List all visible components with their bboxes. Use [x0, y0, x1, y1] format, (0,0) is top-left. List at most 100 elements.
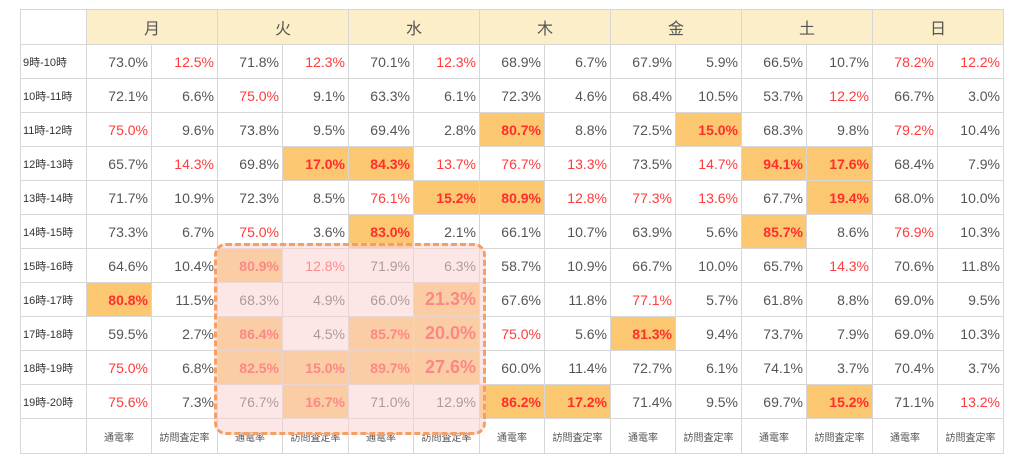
- connection-rate-cell: 70.6%: [872, 248, 938, 283]
- table-row: 12時-13時 65.7% 14.3% 69.8% 17.0% 84.3% 13.7% 76.…: [20, 146, 1004, 181]
- connection-rate-cell: 67.9%: [610, 44, 676, 79]
- connection-rate-cell: 69.7%: [741, 384, 807, 419]
- connection-rate-cell: 86.4%: [217, 316, 283, 351]
- visit-appraisal-rate-cell: 10.4%: [151, 248, 218, 283]
- visit-appraisal-rate-cell: 5.9%: [675, 44, 742, 79]
- visit-appraisal-rate-cell: 9.5%: [282, 112, 349, 147]
- visit-appraisal-rate-cell: 15.2%: [806, 384, 873, 419]
- table-row: 11時-12時 75.0% 9.6% 73.8% 9.5% 69.4% 2.8% 80.7% 8…: [20, 112, 1004, 147]
- visit-appraisal-rate-cell: 4.5%: [282, 316, 349, 351]
- visit-appraisal-rate-cell: 9.5%: [937, 282, 1004, 317]
- visit-appraisal-rate-cell: 10.9%: [151, 180, 218, 215]
- visit-appraisal-rate-cell: 12.2%: [937, 44, 1004, 79]
- connection-rate-cell: 75.0%: [86, 350, 152, 385]
- connection-rate-cell: 84.3%: [348, 146, 414, 181]
- visit-appraisal-rate-cell: 12.3%: [413, 44, 480, 79]
- table-row: 15時-16時 64.6% 10.4% 80.9% 12.8% 71.9% 6.3% 58.7…: [20, 248, 1004, 283]
- connection-rate-cell: 82.5%: [217, 350, 283, 385]
- visit-appraisal-rate-cell: 6.1%: [675, 350, 742, 385]
- visit-appraisal-rate-label: 訪問査定率: [282, 418, 349, 454]
- visit-appraisal-rate-cell: 9.8%: [806, 112, 873, 147]
- connection-rate-cell: 68.9%: [479, 44, 545, 79]
- visit-appraisal-rate-label: 訪問査定率: [675, 418, 742, 454]
- visit-appraisal-rate-cell: 15.0%: [282, 350, 349, 385]
- connection-rate-cell: 86.2%: [479, 384, 545, 419]
- connection-rate-cell: 72.1%: [86, 78, 152, 113]
- day-header: 火: [217, 9, 349, 45]
- connection-rate-cell: 80.9%: [217, 248, 283, 283]
- visit-appraisal-rate-cell: 13.7%: [413, 146, 480, 181]
- table-row: 14時-15時 73.3% 6.7% 75.0% 3.6% 83.0% 2.1% 66.1% 1…: [20, 214, 1004, 249]
- connection-rate-cell: 70.4%: [872, 350, 938, 385]
- table-row: 10時-11時 72.1% 6.6% 75.0% 9.1% 63.3% 6.1% 72.3% 4…: [20, 78, 1004, 113]
- table-row: 17時-18時 59.5% 2.7% 86.4% 4.5% 85.7% 20.0% 75.0%…: [20, 316, 1004, 351]
- visit-appraisal-rate-cell: 10.3%: [937, 316, 1004, 351]
- connection-rate-cell: 71.0%: [348, 384, 414, 419]
- visit-appraisal-rate-cell: 9.4%: [675, 316, 742, 351]
- time-slot-label: 10時-11時: [20, 78, 87, 113]
- corner-cell: [20, 418, 87, 454]
- visit-appraisal-rate-cell: 6.8%: [151, 350, 218, 385]
- visit-appraisal-rate-label: 訪問査定率: [806, 418, 873, 454]
- connection-rate-cell: 71.8%: [217, 44, 283, 79]
- day-header: 金: [610, 9, 742, 45]
- day-header: 月: [86, 9, 218, 45]
- time-slot-label: 17時-18時: [20, 316, 87, 351]
- connection-rate-label: 通電率: [217, 418, 283, 454]
- connection-rate-cell: 85.7%: [741, 214, 807, 249]
- visit-appraisal-rate-label: 訪問査定率: [151, 418, 218, 454]
- visit-appraisal-rate-cell: 11.8%: [937, 248, 1004, 283]
- connection-rate-cell: 72.7%: [610, 350, 676, 385]
- connection-rate-cell: 65.7%: [741, 248, 807, 283]
- table-row: 13時-14時 71.7% 10.9% 72.3% 8.5% 76.1% 15.2% 80.9…: [20, 180, 1004, 215]
- visit-appraisal-rate-cell: 13.2%: [937, 384, 1004, 419]
- time-slot-label: 16時-17時: [20, 282, 87, 317]
- visit-appraisal-rate-cell: 21.3%: [413, 282, 480, 317]
- visit-appraisal-rate-cell: 12.8%: [282, 248, 349, 283]
- visit-appraisal-rate-cell: 12.3%: [282, 44, 349, 79]
- visit-appraisal-rate-cell: 10.3%: [937, 214, 1004, 249]
- visit-appraisal-rate-cell: 9.6%: [151, 112, 218, 147]
- visit-appraisal-rate-cell: 4.6%: [544, 78, 611, 113]
- connection-rate-cell: 80.7%: [479, 112, 545, 147]
- visit-appraisal-rate-cell: 6.1%: [413, 78, 480, 113]
- day-header: 日: [872, 9, 1004, 45]
- connection-rate-cell: 71.1%: [872, 384, 938, 419]
- visit-appraisal-rate-cell: 10.7%: [806, 44, 873, 79]
- connection-rate-cell: 61.8%: [741, 282, 807, 317]
- time-slot-label: 9時-10時: [20, 44, 87, 79]
- time-slot-label: 18時-19時: [20, 350, 87, 385]
- rate-table: 月火水木金土日 9時-10時 73.0% 12.5% 71.8% 12.3% 70.1% 1…: [20, 9, 1004, 454]
- connection-rate-cell: 68.4%: [872, 146, 938, 181]
- connection-rate-cell: 64.6%: [86, 248, 152, 283]
- connection-rate-cell: 71.4%: [610, 384, 676, 419]
- visit-appraisal-rate-cell: 14.7%: [675, 146, 742, 181]
- connection-rate-cell: 73.0%: [86, 44, 152, 79]
- connection-rate-label: 通電率: [610, 418, 676, 454]
- visit-appraisal-rate-cell: 10.5%: [675, 78, 742, 113]
- time-slot-label: 19時-20時: [20, 384, 87, 419]
- table-row: 19時-20時 75.6% 7.3% 76.7% 16.7% 71.0% 12.9% 86.2…: [20, 384, 1004, 419]
- connection-rate-label: 通電率: [872, 418, 938, 454]
- connection-rate-cell: 75.0%: [86, 112, 152, 147]
- connection-rate-cell: 81.3%: [610, 316, 676, 351]
- visit-appraisal-rate-cell: 10.9%: [544, 248, 611, 283]
- connection-rate-cell: 67.6%: [479, 282, 545, 317]
- connection-rate-label: 通電率: [86, 418, 152, 454]
- time-slot-label: 14時-15時: [20, 214, 87, 249]
- connection-rate-cell: 73.5%: [610, 146, 676, 181]
- visit-appraisal-rate-cell: 17.6%: [806, 146, 873, 181]
- visit-appraisal-rate-cell: 5.6%: [675, 214, 742, 249]
- connection-rate-cell: 66.5%: [741, 44, 807, 79]
- visit-appraisal-rate-cell: 12.8%: [544, 180, 611, 215]
- visit-appraisal-rate-cell: 7.9%: [806, 316, 873, 351]
- day-header: 土: [741, 9, 873, 45]
- connection-rate-cell: 66.1%: [479, 214, 545, 249]
- visit-appraisal-rate-cell: 5.7%: [675, 282, 742, 317]
- day-header-row: 月火水木金土日: [20, 9, 1004, 45]
- connection-rate-cell: 75.0%: [217, 214, 283, 249]
- connection-rate-cell: 89.7%: [348, 350, 414, 385]
- visit-appraisal-rate-cell: 17.2%: [544, 384, 611, 419]
- visit-appraisal-rate-cell: 16.7%: [282, 384, 349, 419]
- connection-rate-cell: 75.0%: [479, 316, 545, 351]
